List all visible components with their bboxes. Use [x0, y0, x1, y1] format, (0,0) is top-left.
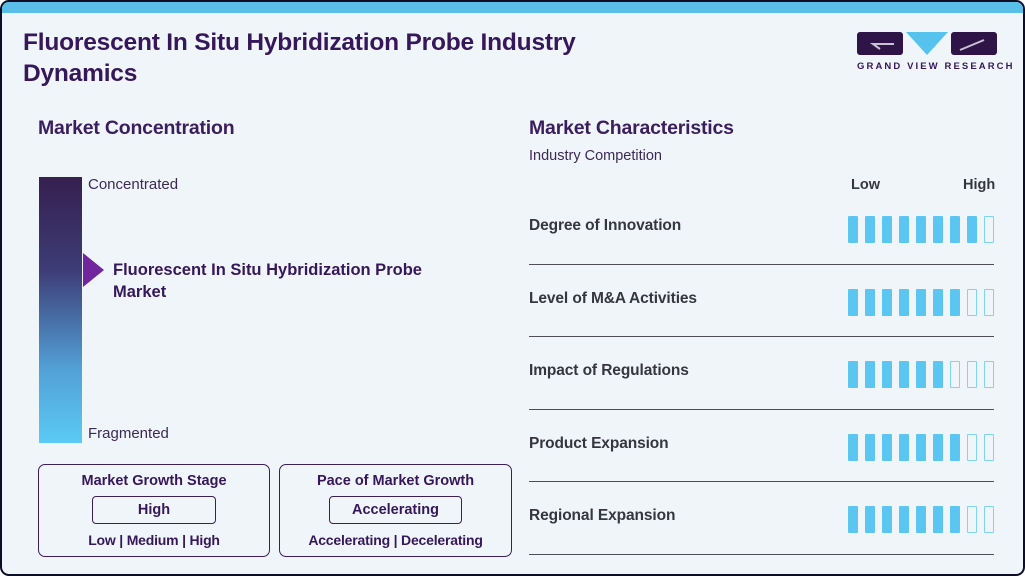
tick-filled: [916, 361, 926, 388]
tick-filled: [916, 506, 926, 533]
tick-empty: [967, 506, 977, 533]
characteristic-row: Level of M&A Activities: [529, 265, 994, 337]
characteristic-label: Regional Expansion: [529, 507, 676, 524]
tick-empty: [950, 361, 960, 388]
market-growth-stage-box: Market Growth Stage High Low | Medium | …: [38, 464, 270, 557]
tick-gauge: [848, 506, 994, 533]
characteristic-label: Impact of Regulations: [529, 362, 689, 379]
tick-filled: [950, 433, 960, 461]
page-title: Fluorescent In Situ Hybridization Probe …: [23, 29, 576, 87]
tick-empty: [967, 433, 977, 461]
characteristics-rows: Degree of Innovation Level of M&A Activi…: [529, 192, 994, 555]
tick-filled: [899, 506, 909, 533]
characteristic-label: Degree of Innovation: [529, 217, 682, 234]
growth-pace-title: Pace of Market Growth: [316, 473, 475, 489]
tick-gauge: [848, 216, 994, 243]
tick-gauge: [848, 433, 994, 461]
tick-empty: [984, 506, 994, 533]
tick-filled: [848, 433, 858, 461]
tick-empty: [967, 361, 977, 388]
tick-filled: [933, 288, 943, 316]
tick-filled: [882, 216, 892, 243]
tick-empty: [984, 433, 994, 461]
tick-filled: [882, 361, 892, 388]
tick-filled: [848, 216, 858, 243]
tick-empty: [984, 216, 994, 243]
tick-filled: [882, 288, 892, 316]
characteristic-row: Impact of Regulations: [529, 337, 994, 410]
tick-filled: [916, 288, 926, 316]
growth-stage-scale: Low | Medium | High: [88, 532, 220, 548]
market-characteristics-heading: Market Characteristics: [529, 117, 734, 139]
scale-high-label: High: [963, 177, 996, 193]
tick-filled: [899, 216, 909, 243]
market-growth-pace-box: Pace of Market Growth Accelerating Accel…: [279, 464, 512, 557]
tick-filled: [865, 361, 875, 388]
growth-pace-scale: Accelerating | Decelerating: [308, 532, 483, 548]
tick-filled: [950, 506, 960, 533]
tick-filled: [933, 433, 943, 461]
tick-filled: [950, 216, 960, 243]
growth-pace-value: Accelerating: [329, 496, 462, 524]
tick-empty: [967, 288, 977, 316]
market-pointer-arrow-icon: [83, 253, 104, 287]
grand-view-research-logo: GRAND VIEW RESEARCH: [857, 31, 1015, 72]
tick-filled: [950, 288, 960, 316]
tick-filled: [899, 361, 909, 388]
tick-empty: [984, 361, 994, 388]
market-pointer-label: Fluorescent In Situ Hybridization Probe …: [113, 261, 422, 302]
tick-gauge: [848, 361, 994, 388]
tick-empty: [984, 288, 994, 316]
tick-filled: [882, 433, 892, 461]
tick-filled: [967, 216, 977, 243]
tick-filled: [916, 216, 926, 243]
concentration-gradient-bar: [39, 177, 82, 443]
tick-filled: [916, 433, 926, 461]
characteristic-row: Degree of Innovation: [529, 192, 994, 265]
top-accent-strip: [2, 2, 1023, 13]
tick-filled: [865, 216, 875, 243]
tick-filled: [865, 433, 875, 461]
tick-filled: [882, 506, 892, 533]
tick-filled: [933, 361, 943, 388]
growth-stage-title: Market Growth Stage: [81, 473, 227, 489]
growth-stage-value: High: [92, 496, 216, 524]
concentrated-label: Concentrated: [88, 176, 179, 193]
tick-gauge: [848, 288, 994, 316]
tick-filled: [933, 506, 943, 533]
characteristic-label: Product Expansion: [529, 434, 669, 452]
characteristic-row: Product Expansion: [529, 410, 994, 482]
characteristic-row: Regional Expansion: [529, 482, 994, 555]
tick-filled: [848, 361, 858, 388]
industry-competition-subheading: Industry Competition: [529, 148, 662, 164]
tick-filled: [848, 288, 858, 316]
tick-filled: [848, 506, 858, 533]
tick-filled: [899, 288, 909, 316]
market-concentration-heading: Market Concentration: [38, 117, 235, 139]
tick-filled: [865, 288, 875, 316]
tick-filled: [865, 506, 875, 533]
tick-filled: [899, 433, 909, 461]
fragmented-label: Fragmented: [88, 425, 169, 442]
brand-name: GRAND VIEW RESEARCH: [857, 61, 1015, 72]
gvr-logo-icon: [857, 32, 997, 55]
characteristic-label: Level of M&A Activities: [529, 289, 697, 307]
scale-low-label: Low: [851, 177, 880, 193]
tick-filled: [933, 216, 943, 243]
